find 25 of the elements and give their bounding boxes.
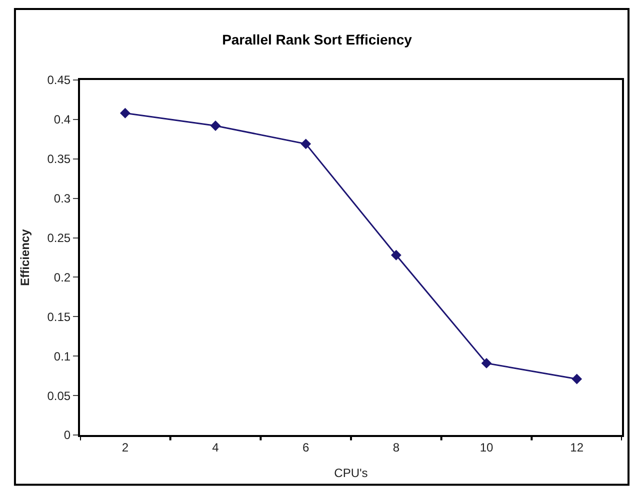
y-tick-label: 0.25 [47,230,71,245]
y-tick-label: 0.2 [54,270,71,284]
point [210,120,221,131]
x-tick-label: 10 [480,440,494,454]
point [481,358,492,368]
y-tick-label: 0.45 [47,73,71,88]
x-tick-label: 8 [392,440,400,454]
point [120,108,130,118]
x-tick-label: 12 [570,440,584,454]
y-axis-title: Efficiency [18,228,32,286]
x-tick-label: 2 [122,440,129,454]
y-tick-label: 0.3 [54,192,71,206]
point [390,250,402,260]
y-tick-label: 0.4 [54,112,71,127]
y-tick-label: 0.35 [47,152,71,166]
y-tick-label: 0.15 [47,310,71,324]
point [300,138,312,150]
y-tick-label: 0 [64,428,71,442]
y-tick-label: 0.05 [47,388,71,403]
x-tick-label: 4 [212,440,220,454]
x-tick-label: 6 [302,440,310,454]
y-tick-label: 0.1 [54,349,71,364]
chart-title: Parallel Rank Sort Efficiency [222,31,412,48]
x-axis-title: CPU's [334,466,368,480]
point [572,374,582,384]
